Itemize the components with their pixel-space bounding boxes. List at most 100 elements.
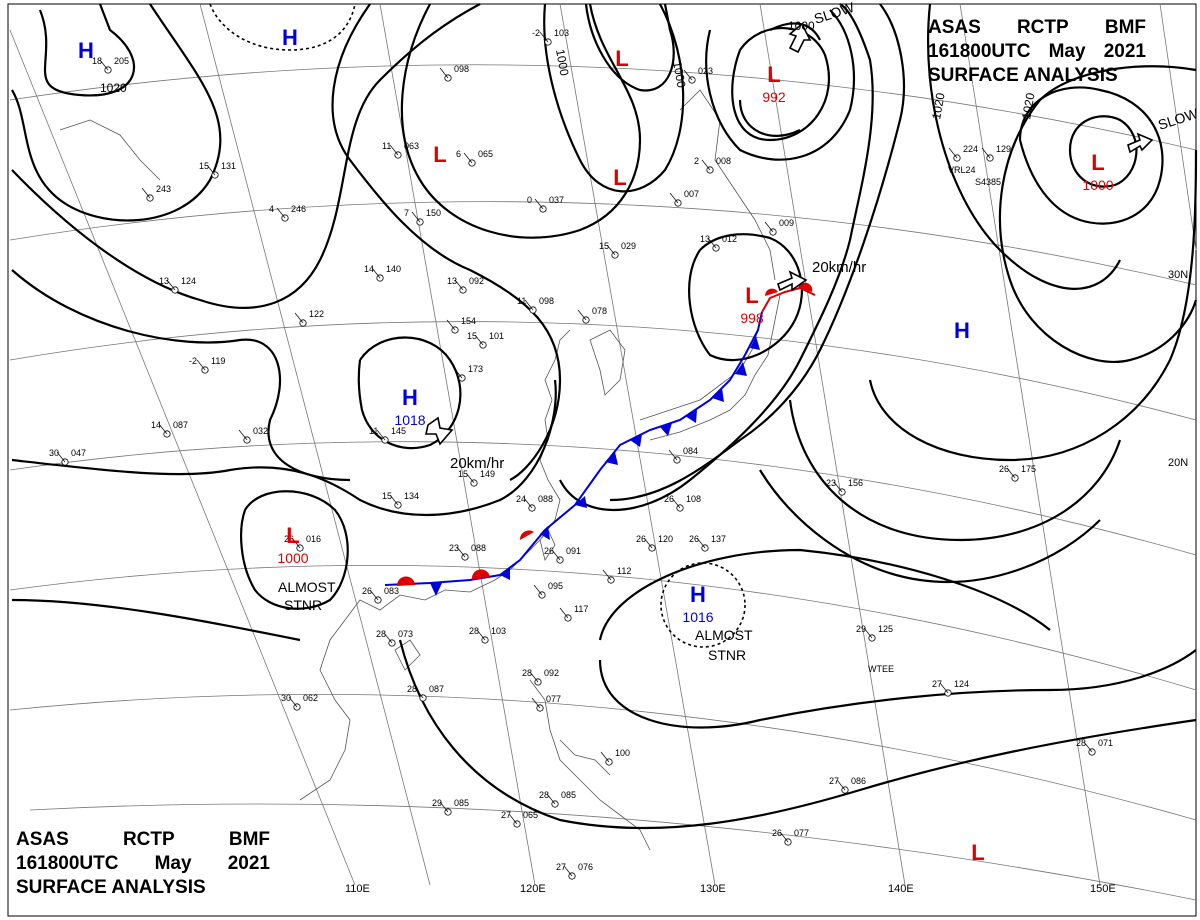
wind-barb bbox=[764, 221, 774, 233]
station-temperature: 27 bbox=[501, 810, 511, 820]
station-pressure: 120 bbox=[658, 534, 673, 544]
longitude-line bbox=[199, 3, 431, 886]
latitude-label: 20N bbox=[1168, 457, 1188, 469]
station-plot: 24 088 bbox=[516, 494, 553, 512]
wind-barb bbox=[166, 279, 176, 291]
station-pressure: 119 bbox=[211, 356, 225, 366]
wind-barb bbox=[701, 159, 711, 171]
wind-barb bbox=[383, 632, 393, 644]
longitude-line bbox=[1159, 3, 1197, 251]
isobar bbox=[11, 3, 481, 309]
station-pressure: 156 bbox=[848, 478, 863, 488]
warm-front bbox=[761, 286, 816, 313]
isobar-labels: 1000 1000 1000 1020 1020 1020 bbox=[100, 19, 1038, 121]
station-plot: 084 bbox=[668, 446, 698, 464]
wind-barb bbox=[291, 537, 301, 549]
station-pressure: 077 bbox=[794, 828, 809, 838]
low-pressure-center: L bbox=[613, 165, 626, 190]
low-pressure-center: L 998 bbox=[740, 283, 764, 326]
station-plot: 13 124 bbox=[159, 276, 196, 294]
isobar bbox=[559, 3, 874, 511]
station-plot: 129 bbox=[981, 144, 1011, 162]
station-temperature: 26 bbox=[362, 586, 372, 596]
wind-barb bbox=[206, 164, 216, 176]
wind-barb bbox=[465, 472, 475, 484]
station-pressure: 092 bbox=[469, 276, 484, 286]
wind-barb bbox=[376, 429, 386, 441]
station-pressure: 129 bbox=[996, 144, 1011, 154]
map-border bbox=[7, 3, 1197, 917]
station-plot: 15 134 bbox=[382, 491, 419, 509]
pressure-value: 1018 bbox=[394, 412, 425, 428]
wind-barb bbox=[294, 312, 304, 324]
station-pressure: 150 bbox=[426, 208, 441, 218]
station-temperature: 15 bbox=[382, 491, 392, 501]
header-agency: RCTP bbox=[122, 829, 175, 850]
station-pressure: 122 bbox=[309, 309, 324, 319]
isobar bbox=[769, 22, 821, 41]
station-plot: 28 092 bbox=[522, 668, 559, 686]
wind-barb bbox=[99, 59, 109, 71]
isobar-label: 1000 bbox=[553, 48, 571, 77]
station-plot: 26 083 bbox=[362, 586, 399, 604]
isobar bbox=[11, 3, 222, 222]
station-plot: 11 063 bbox=[382, 141, 419, 159]
wind-barb bbox=[606, 244, 616, 256]
wind-barb bbox=[524, 299, 534, 311]
station-pressure: 047 bbox=[71, 448, 86, 458]
station-pressure: 134 bbox=[404, 491, 419, 501]
high-pressure-center: H 1016 bbox=[682, 582, 713, 625]
station-plot: 077 bbox=[531, 694, 561, 712]
pressure-symbol: L bbox=[1091, 150, 1104, 175]
hainan-island bbox=[394, 639, 421, 671]
isobar bbox=[731, 27, 831, 142]
low-pressure-center: L bbox=[971, 840, 984, 865]
latitude-label: 30N bbox=[1168, 269, 1188, 281]
coast-nw bbox=[59, 119, 161, 181]
wind-barb bbox=[1083, 741, 1093, 753]
station-temperature: 28 bbox=[376, 629, 386, 639]
pressure-symbol: H bbox=[954, 318, 970, 343]
longitude-label: 140E bbox=[888, 883, 914, 895]
station-pressure: 117 bbox=[574, 604, 588, 614]
pressure-value: 992 bbox=[762, 89, 786, 105]
vietnam-coast bbox=[299, 619, 351, 801]
japan-coast-south bbox=[649, 294, 781, 441]
station-temperature: -2 bbox=[532, 28, 540, 38]
station-temperature: 2 bbox=[694, 156, 699, 166]
station-pressure: 073 bbox=[398, 629, 413, 639]
wind-barb bbox=[683, 69, 693, 81]
station-pressure: 085 bbox=[454, 798, 469, 808]
station-temperature: 7 bbox=[404, 208, 409, 218]
high-pressure-center: H bbox=[282, 25, 298, 50]
longitude-label: 110E bbox=[345, 883, 370, 895]
header-year: 2021 bbox=[1103, 41, 1146, 62]
station-temperature: 28 bbox=[1076, 738, 1086, 748]
station-plot: 23 088 bbox=[449, 543, 486, 561]
station-temperature: 13 bbox=[700, 234, 710, 244]
station-temperature: 28 bbox=[539, 790, 549, 800]
wind-barb bbox=[1006, 467, 1016, 479]
dashed-isobar bbox=[660, 562, 746, 648]
pressure-value: 1000 bbox=[277, 550, 308, 566]
isobar bbox=[788, 399, 1122, 542]
station-plot: 6 065 bbox=[456, 149, 493, 167]
wind-barb bbox=[508, 813, 518, 825]
header-month: May bbox=[154, 853, 192, 874]
pressure-value: 998 bbox=[740, 310, 764, 326]
low-pressure-center: L bbox=[615, 46, 628, 71]
wind-barb bbox=[833, 481, 843, 493]
station-plot: 27 065 bbox=[501, 810, 538, 828]
isobar bbox=[998, 65, 1198, 363]
station-pressure: 140 bbox=[386, 264, 401, 274]
station-temperature: 28 bbox=[522, 668, 532, 678]
station-pressure: 009 bbox=[779, 218, 794, 228]
header-time: 161800UTC bbox=[16, 853, 119, 874]
station-pressure: 023 bbox=[698, 66, 713, 76]
header-time: 161800UTC bbox=[928, 41, 1031, 62]
cold-front-triangles bbox=[430, 336, 760, 596]
philippines-islands bbox=[559, 739, 611, 776]
philippines-coast bbox=[529, 679, 651, 851]
station-temperature: 26 bbox=[999, 464, 1009, 474]
station-pressure: 071 bbox=[1098, 738, 1113, 748]
